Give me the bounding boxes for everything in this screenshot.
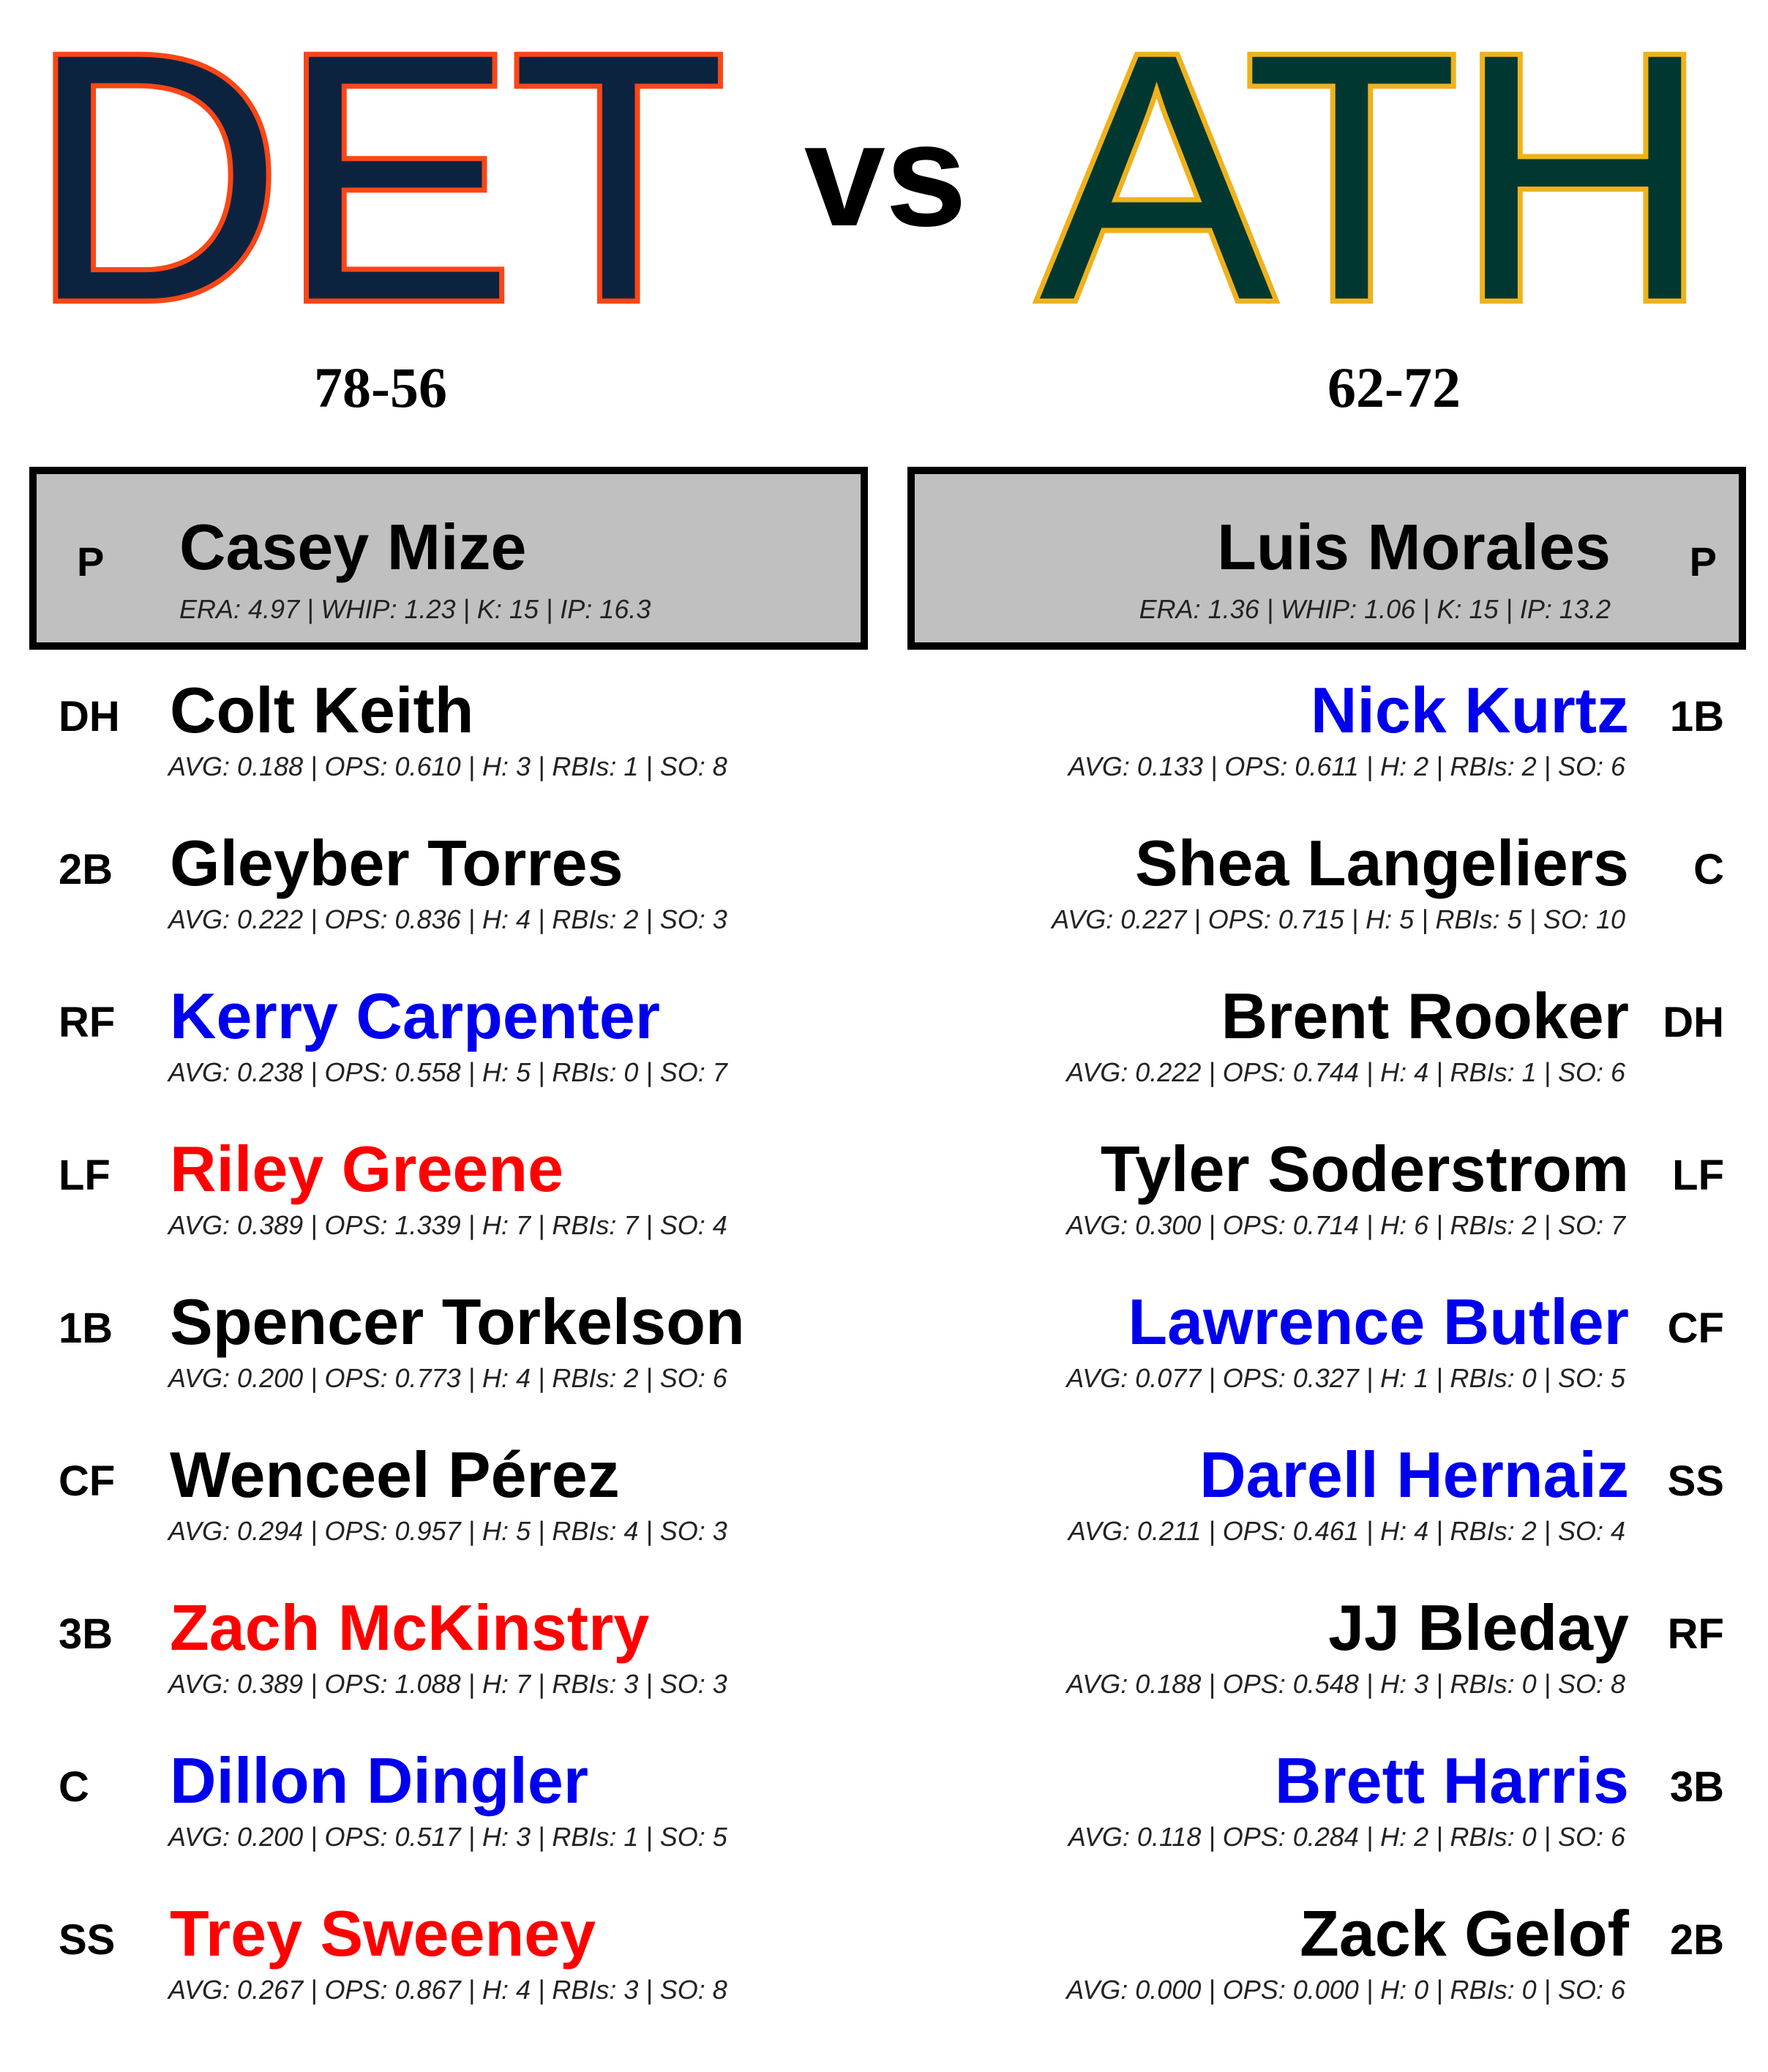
player-position: CF bbox=[1667, 1305, 1724, 1352]
player-name: Colt Keith bbox=[170, 674, 474, 746]
player-name: Zack Gelof bbox=[1300, 1897, 1629, 1970]
player-position: SS bbox=[1667, 1457, 1724, 1505]
player-name: Nick Kurtz bbox=[1310, 674, 1629, 746]
lineup-player-row: CF Lawrence Butler AVG: 0.077 | OPS: 0.327… bbox=[897, 1274, 1739, 1427]
player-name: Darell Hernaiz bbox=[1199, 1438, 1629, 1511]
player-position: RF bbox=[1667, 1610, 1724, 1658]
lineup-player-row: SS Trey Sweeney AVG: 0.267 | OPS: 0.867 | … bbox=[29, 1885, 871, 2038]
player-name: Kerry Carpenter bbox=[170, 980, 661, 1052]
player-position: 2B bbox=[1669, 1916, 1724, 1964]
home-starting-pitcher-card: P Casey Mize ERA: 4.97 | WHIP: 1.23 | K:… bbox=[29, 467, 868, 650]
player-name: Brent Rooker bbox=[1221, 980, 1629, 1052]
player-position: 1B bbox=[59, 1305, 113, 1352]
pitcher-stats: ERA: 4.97 | WHIP: 1.23 | K: 15 | IP: 16.… bbox=[179, 594, 651, 624]
player-name: Gleyber Torres bbox=[170, 827, 623, 899]
player-position: SS bbox=[59, 1916, 116, 1964]
lineup-player-row: C Dillon Dingler AVG: 0.200 | OPS: 0.517 |… bbox=[29, 1733, 871, 1885]
lineup-player-row: C Shea Langeliers AVG: 0.227 | OPS: 0.715 … bbox=[897, 815, 1739, 968]
player-stats: AVG: 0.200 | OPS: 0.517 | H: 3 | RBIs: 1… bbox=[168, 1822, 727, 1852]
home-lineup: DH Colt Keith AVG: 0.188 | OPS: 0.610 | H:… bbox=[29, 662, 871, 2038]
lineup-player-row: 3B Brett Harris AVG: 0.118 | OPS: 0.284 | … bbox=[897, 1733, 1739, 1885]
away-starting-pitcher-card: P Luis Morales ERA: 1.36 | WHIP: 1.06 | … bbox=[907, 467, 1746, 650]
pitcher-position: P bbox=[1689, 538, 1717, 585]
player-stats: AVG: 0.211 | OPS: 0.461 | H: 4 | RBIs: 2… bbox=[1068, 1516, 1625, 1546]
away-team-abbreviation: ATH bbox=[1034, 0, 1715, 373]
player-name: Tyler Soderstrom bbox=[1100, 1133, 1629, 1205]
player-name: Brett Harris bbox=[1274, 1744, 1629, 1817]
lineup-player-row: 2B Gleyber Torres AVG: 0.222 | OPS: 0.836 … bbox=[29, 815, 871, 968]
player-position: CF bbox=[59, 1457, 116, 1505]
player-name: Riley Greene bbox=[170, 1133, 564, 1205]
player-stats: AVG: 0.222 | OPS: 0.744 | H: 4 | RBIs: 1… bbox=[1066, 1057, 1625, 1087]
away-lineup: 1B Nick Kurtz AVG: 0.133 | OPS: 0.611 | H:… bbox=[897, 662, 1739, 2038]
lineup-player-row: DH Brent Rooker AVG: 0.222 | OPS: 0.744 | … bbox=[897, 968, 1739, 1121]
player-stats: AVG: 0.077 | OPS: 0.327 | H: 1 | RBIs: 0… bbox=[1066, 1363, 1625, 1393]
player-name: Spencer Torkelson bbox=[170, 1285, 745, 1358]
player-stats: AVG: 0.200 | OPS: 0.773 | H: 4 | RBIs: 2… bbox=[168, 1363, 727, 1393]
player-stats: AVG: 0.000 | OPS: 0.000 | H: 0 | RBIs: 0… bbox=[1066, 1975, 1625, 2005]
player-name: Wenceel Pérez bbox=[170, 1438, 620, 1511]
player-position: 3B bbox=[59, 1610, 113, 1658]
lineup-player-row: CF Wenceel Pérez AVG: 0.294 | OPS: 0.957 |… bbox=[29, 1427, 871, 1580]
player-name: Trey Sweeney bbox=[170, 1897, 596, 1970]
player-name: Shea Langeliers bbox=[1135, 827, 1629, 899]
lineup-player-row: LF Riley Greene AVG: 0.389 | OPS: 1.339 | … bbox=[29, 1121, 871, 1274]
lineup-player-row: 3B Zach McKinstry AVG: 0.389 | OPS: 1.088 … bbox=[29, 1580, 871, 1733]
pitcher-position: P bbox=[77, 538, 105, 585]
lineup-player-row: 1B Spencer Torkelson AVG: 0.200 | OPS: 0.7… bbox=[29, 1274, 871, 1427]
lineup-player-row: RF Kerry Carpenter AVG: 0.238 | OPS: 0.558… bbox=[29, 968, 871, 1121]
player-stats: AVG: 0.294 | OPS: 0.957 | H: 5 | RBIs: 4… bbox=[168, 1516, 727, 1546]
player-stats: AVG: 0.300 | OPS: 0.714 | H: 6 | RBIs: 2… bbox=[1066, 1210, 1625, 1240]
pitcher-name: Luis Morales bbox=[1217, 511, 1611, 583]
player-position: RF bbox=[59, 999, 116, 1046]
player-stats: AVG: 0.238 | OPS: 0.558 | H: 5 | RBIs: 0… bbox=[168, 1057, 727, 1087]
player-position: C bbox=[1693, 846, 1724, 893]
player-position: DH bbox=[1663, 999, 1724, 1046]
lineup-player-row: SS Darell Hernaiz AVG: 0.211 | OPS: 0.461 … bbox=[897, 1427, 1739, 1580]
player-stats: AVG: 0.389 | OPS: 1.088 | H: 7 | RBIs: 3… bbox=[168, 1669, 727, 1699]
player-stats: AVG: 0.227 | OPS: 0.715 | H: 5 | RBIs: 5… bbox=[1052, 904, 1625, 934]
player-position: 3B bbox=[1669, 1763, 1724, 1811]
player-position: 1B bbox=[1669, 693, 1724, 740]
player-position: DH bbox=[59, 693, 120, 740]
player-stats: AVG: 0.188 | OPS: 0.610 | H: 3 | RBIs: 1… bbox=[168, 751, 727, 781]
player-stats: AVG: 0.133 | OPS: 0.611 | H: 2 | RBIs: 2… bbox=[1068, 751, 1625, 781]
lineup-player-row: LF Tyler Soderstrom AVG: 0.300 | OPS: 0.71… bbox=[897, 1121, 1739, 1274]
player-name: JJ Bleday bbox=[1328, 1591, 1629, 1664]
player-position: C bbox=[59, 1763, 89, 1811]
player-name: Zach McKinstry bbox=[170, 1591, 650, 1664]
pitcher-name: Casey Mize bbox=[179, 511, 527, 583]
player-stats: AVG: 0.118 | OPS: 0.284 | H: 2 | RBIs: 0… bbox=[1068, 1822, 1625, 1852]
away-team-record: 62-72 bbox=[1327, 356, 1461, 419]
home-team-abbreviation: DET bbox=[24, 0, 731, 373]
player-name: Dillon Dingler bbox=[170, 1744, 588, 1817]
pitcher-stats: ERA: 1.36 | WHIP: 1.06 | K: 15 | IP: 13.… bbox=[1139, 594, 1611, 624]
player-name: Lawrence Butler bbox=[1128, 1285, 1629, 1358]
player-position: LF bbox=[59, 1152, 110, 1199]
player-position: LF bbox=[1672, 1152, 1724, 1199]
lineup-player-row: 2B Zack Gelof AVG: 0.000 | OPS: 0.000 | H:… bbox=[897, 1885, 1739, 2038]
versus-label: vs bbox=[804, 94, 967, 257]
player-position: 2B bbox=[59, 846, 113, 893]
lineup-player-row: DH Colt Keith AVG: 0.188 | OPS: 0.610 | H:… bbox=[29, 662, 871, 815]
lineup-player-row: RF JJ Bleday AVG: 0.188 | OPS: 0.548 | H: … bbox=[897, 1580, 1739, 1733]
lineup-player-row: 1B Nick Kurtz AVG: 0.133 | OPS: 0.611 | H:… bbox=[897, 662, 1739, 815]
player-stats: AVG: 0.188 | OPS: 0.548 | H: 3 | RBIs: 0… bbox=[1066, 1669, 1625, 1699]
player-stats: AVG: 0.389 | OPS: 1.339 | H: 7 | RBIs: 7… bbox=[168, 1210, 727, 1240]
home-team-record: 78-56 bbox=[314, 356, 447, 419]
player-stats: AVG: 0.222 | OPS: 0.836 | H: 4 | RBIs: 2… bbox=[168, 904, 727, 934]
player-stats: AVG: 0.267 | OPS: 0.867 | H: 4 | RBIs: 3… bbox=[168, 1975, 727, 2005]
